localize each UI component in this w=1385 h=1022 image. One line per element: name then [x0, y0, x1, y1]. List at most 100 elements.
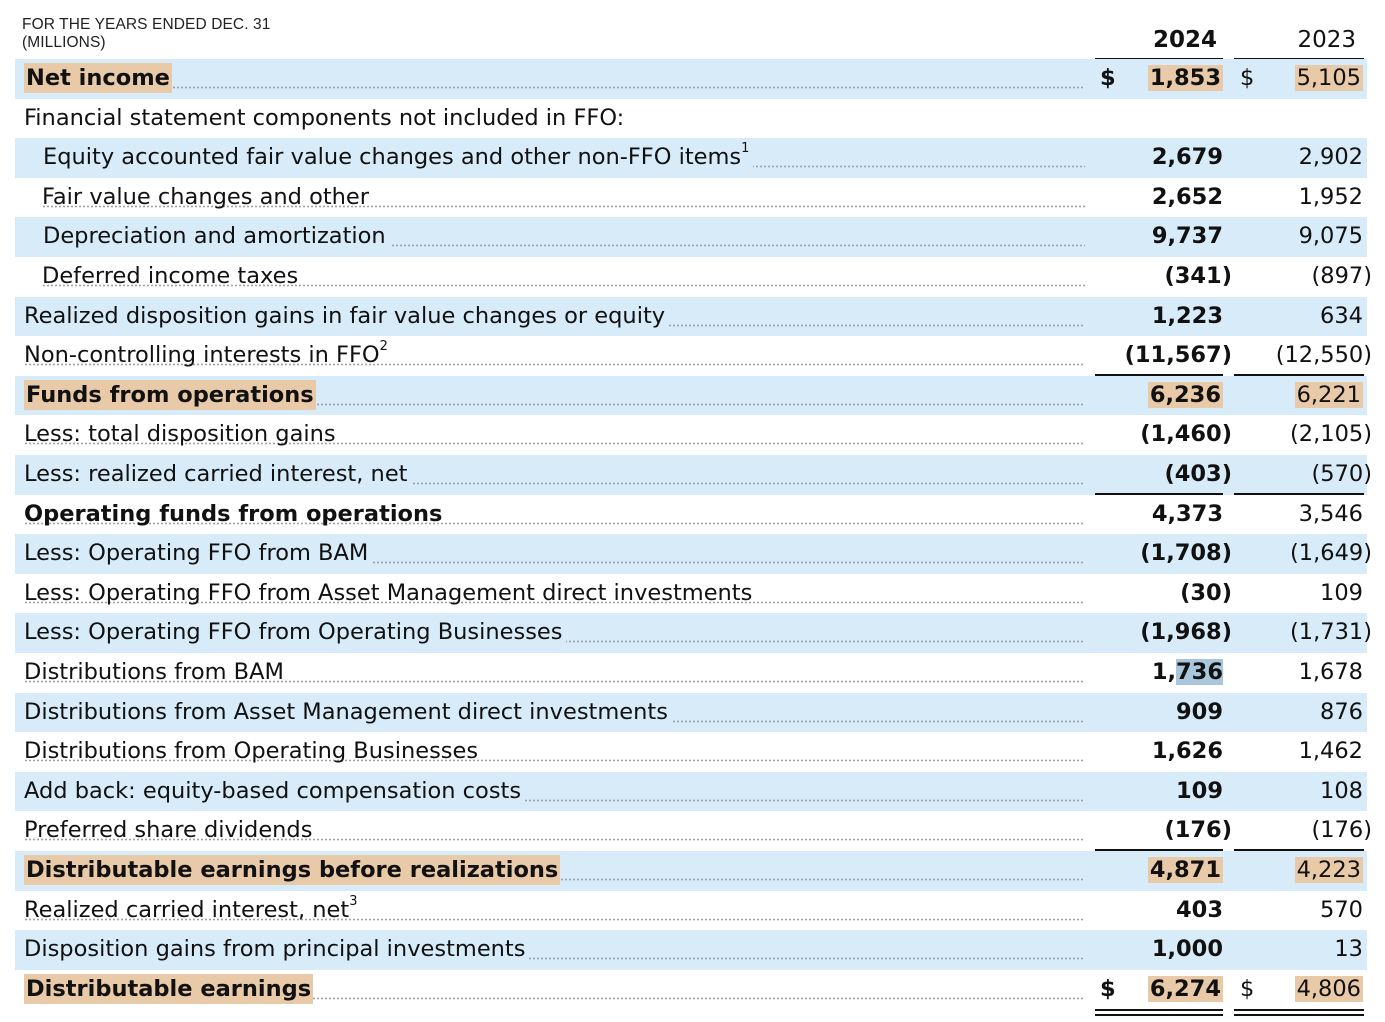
table-row: Financial statement components not inclu… [15, 99, 1367, 139]
leader-dots [24, 600, 1085, 604]
row-label-text: Distributable earnings before realizatio… [26, 857, 559, 883]
row-label-text: Preferred share dividends [24, 817, 313, 844]
table-row: Funds from operations 6,236 6,221 [15, 375, 1367, 416]
value-2023: 1,952 [1298, 183, 1363, 210]
leader-dots [24, 838, 1085, 842]
leader-dots [24, 957, 1085, 961]
value-2023: (570) [1311, 461, 1372, 487]
value-2023: 4,223 [1294, 857, 1363, 883]
table-row: Less: Operating FFO from Asset Managemen… [15, 574, 1367, 614]
row-label-text: Non-controlling interests in FFO [24, 342, 380, 369]
table-row: Distributions from Asset Management dire… [15, 692, 1367, 733]
value-2023: 2,902 [1298, 144, 1363, 171]
leader-dots [24, 86, 1085, 89]
row-label-text: Less: Operating FFO from Asset Managemen… [24, 579, 753, 606]
row-label-text: Depreciation and amortization [43, 223, 386, 250]
table-row: Distributions from Operating Businesses 1… [15, 732, 1367, 772]
value-2024: 109 [1176, 777, 1223, 804]
row-label-text: Fair value changes and other [42, 183, 370, 210]
table-row: Distributable earnings $ $6,274 4,806 [15, 970, 1367, 1010]
subtotal-rule-2024 [1095, 849, 1223, 851]
value-2024: (30) [1180, 579, 1232, 606]
row-label: Realized carried interest, net3 [24, 895, 361, 925]
row-label-text: Add back: equity-based compensation cost… [24, 777, 522, 804]
leader-dots [24, 798, 1085, 802]
value-2023: 4,806 [1294, 975, 1363, 1002]
leader-dots [43, 244, 1085, 248]
value-2023: 6,221 [1294, 381, 1363, 408]
value-2023: (176) [1311, 817, 1372, 844]
value-2024: 4,871 [1147, 857, 1223, 883]
subtotal-rule-2023 [1234, 493, 1364, 495]
row-label: Equity accounted fair value changes and … [43, 142, 754, 173]
row-label-text: Less: total disposition gains [24, 421, 336, 448]
leader-dots [24, 402, 1085, 406]
table-row: Depreciation and amortization 9,737 9,075 [15, 217, 1367, 257]
currency-symbol: $ [1100, 975, 1116, 1002]
value-2024: 1,626 [1151, 738, 1223, 765]
value-2023: 1,462 [1298, 738, 1363, 765]
table-row: Non-controlling interests in FFO2 (11,567… [15, 336, 1372, 376]
value-2023: 13 [1334, 936, 1363, 963]
row-label-text: Disposition gains from principal investm… [24, 936, 526, 963]
value-2024: 1,223 [1151, 302, 1223, 329]
value-2024: 2,679 [1151, 144, 1223, 171]
row-label: Non-controlling interests in FFO2 [24, 340, 392, 370]
row-label: Fair value changes and other [42, 182, 373, 212]
value-2024: 9,737 [1151, 223, 1223, 250]
footnote-marker: 3 [349, 893, 358, 909]
value-2023: 109 [1320, 579, 1363, 606]
value-2024: (1,708) [1140, 540, 1232, 567]
value-2024: 1,736 [1151, 659, 1223, 685]
table-row: Equity accounted fair value changes and … [15, 138, 1367, 178]
value-2023: (2,105) [1290, 421, 1372, 448]
row-label-text: Operating funds from operations [24, 500, 443, 527]
value-2024: (1,968) [1140, 619, 1232, 646]
leader-dots [24, 759, 1085, 763]
row-label: Less: Operating FFO from BAM [24, 538, 373, 569]
table-row: Less: Operating FFO from Operating Busin… [15, 613, 1372, 653]
leader-dots [42, 204, 1085, 208]
value-2024: 909 [1176, 698, 1223, 725]
value-2024: 1,000 [1151, 936, 1223, 963]
row-label-text: Realized carried interest, net [24, 896, 350, 923]
row-label: Depreciation and amortization [43, 221, 390, 252]
row-label-text: Net income [26, 65, 170, 91]
row-label-text: Distributions from Asset Management dire… [24, 698, 668, 725]
leader-dots [24, 363, 1085, 367]
table-row: Disposition gains from principal investm… [15, 930, 1367, 970]
total-double-rule-2024 [1095, 1014, 1223, 1016]
row-label: Preferred share dividends [24, 815, 316, 845]
row-label-text: Less: Operating FFO from BAM [24, 540, 369, 567]
row-label: Less: realized carried interest, net [24, 459, 412, 489]
leader-dots [24, 561, 1085, 565]
row-label: Disposition gains from principal investm… [24, 934, 530, 965]
value-2024: 4,373 [1151, 500, 1223, 527]
subtotal-rule-2024 [1095, 374, 1223, 376]
table-row: Realized carried interest, net3 403 570 [15, 891, 1367, 931]
value-2024: (1,460) [1140, 421, 1232, 448]
row-label: Funds from operations [24, 379, 316, 410]
value-2023: 876 [1320, 698, 1363, 725]
row-label-text: Financial statement components not inclu… [24, 104, 625, 131]
row-label-text: Equity accounted fair value changes and … [43, 144, 742, 171]
value-2023: (1,731) [1290, 619, 1372, 646]
total-double-rule-2023 [1234, 1014, 1364, 1016]
leader-dots [42, 284, 1085, 287]
value-2023: 570 [1320, 896, 1363, 923]
period-caption-line2: (MILLIONS) [22, 34, 106, 51]
value-2024: 1,853 [1147, 65, 1223, 91]
row-label: Deferred income taxes [42, 261, 302, 291]
subtotal-rule-2023 [1234, 849, 1364, 851]
row-label: Realized disposition gains in fair value… [24, 300, 670, 331]
leader-dots [24, 680, 1085, 683]
value-2024: (176) [1164, 817, 1232, 844]
row-label-text: Distributions from Operating Businesses [24, 738, 479, 765]
table-row: Less: total disposition gains (1,460) (2,1… [15, 415, 1372, 455]
currency-symbol: $ [1100, 65, 1116, 91]
currency-symbol: $ [1240, 65, 1255, 91]
column-header-2024: 2024 [1152, 27, 1217, 53]
leader-dots [24, 442, 1085, 446]
row-label-text: Deferred income taxes [42, 263, 299, 289]
table-row: Less: realized carried interest, net (403… [15, 455, 1372, 495]
